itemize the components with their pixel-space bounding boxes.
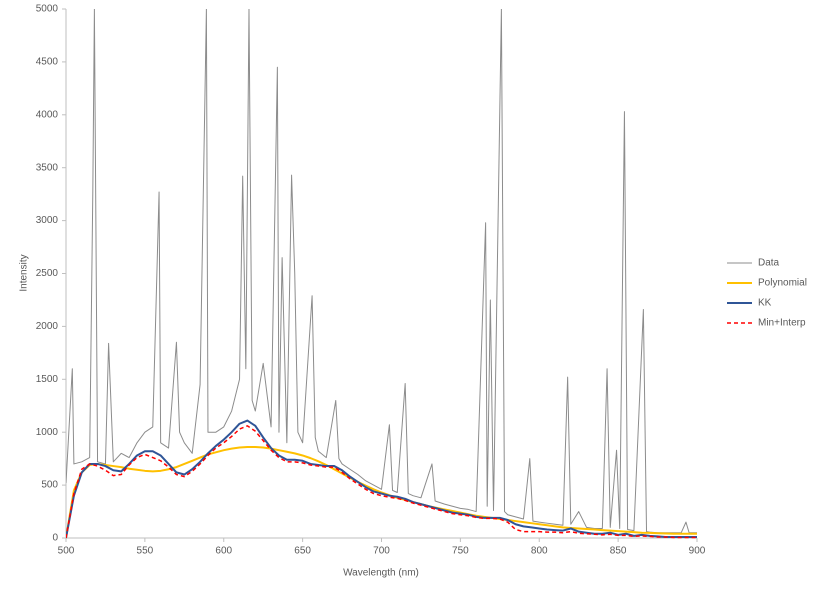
series-line [66, 446, 697, 539]
plot-area [66, 9, 697, 539]
y-tick-label: 1000 [36, 427, 59, 438]
x-tick-label: 600 [215, 546, 232, 557]
y-tick-label: 0 [52, 533, 58, 544]
x-axis-title: Wavelength (nm) [343, 568, 419, 579]
legend-label: Min+Interp [758, 318, 806, 329]
legend-label: Polynomial [758, 278, 807, 289]
x-tick-label: 550 [137, 546, 154, 557]
y-tick-label: 4000 [36, 109, 59, 120]
y-tick-label: 500 [41, 480, 58, 491]
y-tick-label: 3500 [36, 162, 59, 173]
x-tick-label: 750 [452, 546, 469, 557]
x-tick-label: 900 [689, 546, 706, 557]
x-tick-label: 800 [531, 546, 548, 557]
series-line [66, 9, 697, 534]
series-line [66, 425, 697, 539]
y-tick-label: 5000 [36, 4, 59, 15]
y-tick-label: 3000 [36, 215, 59, 226]
y-tick-label: 1500 [36, 374, 59, 385]
x-tick-label: 650 [294, 546, 311, 557]
x-tick-label: 700 [373, 546, 390, 557]
y-axis-title: Intensity [19, 254, 30, 291]
y-tick-label: 4500 [36, 57, 59, 68]
legend-label: Data [758, 258, 780, 269]
series-line [66, 419, 697, 539]
y-tick-label: 2000 [36, 321, 59, 332]
x-tick-label: 850 [610, 546, 627, 557]
y-tick-label: 2500 [36, 268, 59, 279]
legend-label: KK [758, 298, 772, 309]
x-tick-label: 500 [58, 546, 75, 557]
